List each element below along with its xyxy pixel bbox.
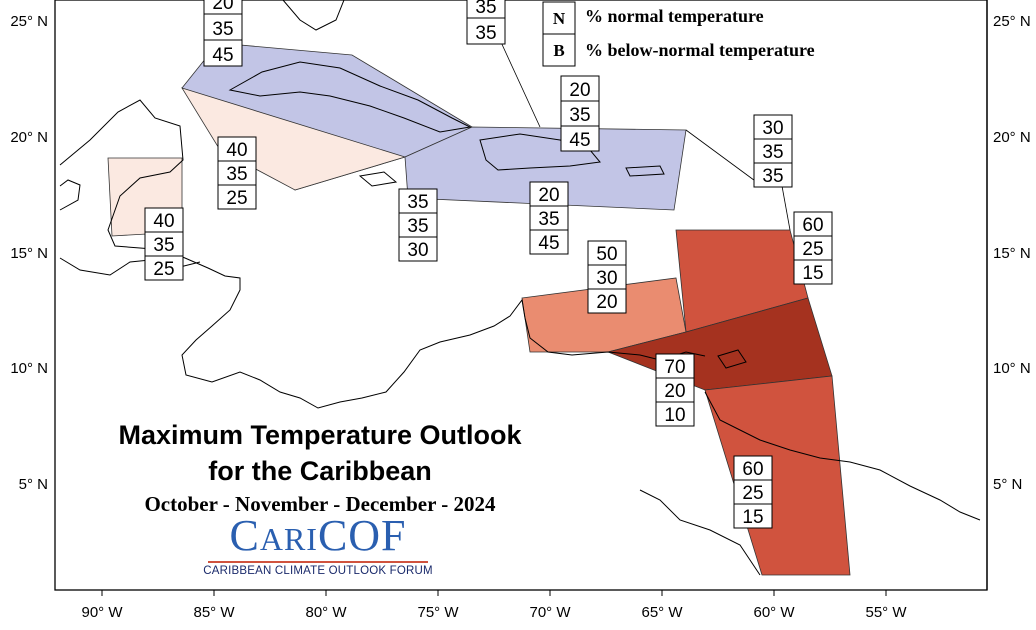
y-axis-ticks-left: 25° N 20° N 15° N 10° N 5° N xyxy=(10,13,48,493)
callout-lines xyxy=(499,39,791,231)
prob-value: 20 xyxy=(538,185,559,206)
probability-boxes: 20 35 45 35 35 20 35 45 30 35 35 xyxy=(144,0,833,529)
prob-box-abc-islands: 50 30 20 xyxy=(587,240,627,314)
y-tick-label-right: 20° N xyxy=(993,129,1031,146)
yucatan-coast xyxy=(59,179,81,211)
x-tick-label: 80° W xyxy=(305,604,347,621)
y-tick-label-left: 15° N xyxy=(10,245,48,262)
x-tick-label: 60° W xyxy=(753,604,795,621)
x-tick-label: 65° W xyxy=(641,604,683,621)
map-subtitle: October - November - December - 2024 xyxy=(144,492,496,516)
prob-value: 25 xyxy=(153,259,174,280)
hispaniola-coast xyxy=(479,133,601,171)
prob-value: 25 xyxy=(742,483,763,504)
prob-value: 30 xyxy=(596,268,617,289)
prob-value: 45 xyxy=(538,233,559,254)
legend-b-letter: B xyxy=(553,41,564,60)
legend-b-label: % below-normal temperature xyxy=(585,40,815,60)
y-tick-label-left: 5° N xyxy=(19,476,48,493)
prob-value: 20 xyxy=(596,292,617,313)
x-tick-label: 70° W xyxy=(529,604,571,621)
jamaica-coast xyxy=(358,171,398,187)
prob-box-jamaica: 35 35 30 xyxy=(398,188,438,262)
prob-value: 50 xyxy=(596,244,617,265)
y-tick-label-left: 20° N xyxy=(10,129,48,146)
logo-wordmark: CARICOF xyxy=(229,511,407,560)
prob-value: 35 xyxy=(407,216,428,237)
prob-box-guianas: 60 25 15 xyxy=(733,455,773,529)
prob-value: 30 xyxy=(762,118,783,139)
prob-value: 20 xyxy=(212,0,233,14)
prob-value: 35 xyxy=(407,192,428,213)
prob-value: 35 xyxy=(475,0,496,18)
prob-value: 60 xyxy=(802,215,823,236)
y-axis-ticks-right: 25° N 20° N 15° N 10° N 5° N xyxy=(993,13,1031,493)
prob-value: 20 xyxy=(569,80,590,101)
x-tick-label: 90° W xyxy=(81,604,123,621)
legend-n-label: % normal temperature xyxy=(585,6,764,26)
central-america-coast xyxy=(59,99,706,409)
prob-value: 60 xyxy=(742,459,763,480)
legend-b-box xyxy=(542,33,576,67)
logo-tagline: CARIBBEAN CLIMATE OUTLOOK FORUM xyxy=(203,565,433,577)
legend-n-letter: N xyxy=(553,9,566,28)
prob-value: 10 xyxy=(664,405,685,426)
prob-box-lesser-antilles: 60 25 15 xyxy=(793,211,833,285)
prob-value: 30 xyxy=(407,240,428,261)
prob-value: 25 xyxy=(226,188,247,209)
prob-value: 45 xyxy=(212,45,233,66)
cuba-coast xyxy=(228,61,472,133)
region-cuba-south-above xyxy=(181,87,407,191)
prob-value: 40 xyxy=(153,211,174,232)
prob-box-puerto-rico-south: 20 35 45 xyxy=(529,181,569,255)
y-tick-label-left: 25° N xyxy=(10,13,48,30)
florida-coast xyxy=(282,0,345,31)
prob-value: 35 xyxy=(153,235,174,256)
coastlines xyxy=(59,0,981,576)
x-tick-label: 55° W xyxy=(865,604,907,621)
prob-box-bahamas-east: 30 35 35 xyxy=(753,114,793,188)
x-tick-label: 85° W xyxy=(193,604,235,621)
prob-value: 35 xyxy=(226,164,247,185)
y-tick-label-left: 10° N xyxy=(10,360,48,377)
caricof-logo: CARICOF CARIBBEAN CLIMATE OUTLOOK FORUM xyxy=(200,511,436,578)
map-title-line1: Maximum Temperature Outlook xyxy=(118,420,522,450)
prob-value: 40 xyxy=(226,140,247,161)
prob-value: 20 xyxy=(664,381,685,402)
prob-value: 35 xyxy=(569,105,590,126)
prob-value: 25 xyxy=(802,239,823,260)
y-tick-label-right: 5° N xyxy=(993,476,1022,493)
prob-value: 45 xyxy=(569,130,590,151)
prob-value: 35 xyxy=(762,166,783,187)
south-america-coast xyxy=(639,391,981,576)
legend-n-box xyxy=(542,1,576,35)
prob-box-top-left: 20 35 45 xyxy=(203,0,243,67)
prob-box-hispaniola: 20 35 45 xyxy=(560,75,600,152)
trinidad-coast xyxy=(717,349,747,369)
prob-value: 35 xyxy=(212,19,233,40)
puerto-rico-coast xyxy=(625,165,665,177)
prob-value: 15 xyxy=(802,263,823,284)
prob-value: 35 xyxy=(538,209,559,230)
x-axis-ticks: 90° W 85° W 80° W 75° W 70° W 65° W 60° … xyxy=(81,590,907,621)
y-tick-label-right: 25° N xyxy=(993,13,1031,30)
map-title-line2: for the Caribbean xyxy=(208,456,432,486)
prob-value: 35 xyxy=(475,23,496,44)
prob-box-cuba-south: 40 35 25 xyxy=(217,136,257,210)
prob-box-top-mid: 35 35 xyxy=(466,0,506,45)
x-tick-label: 75° W xyxy=(417,604,459,621)
y-tick-label-right: 15° N xyxy=(993,245,1031,262)
prob-box-trinidad: 70 20 10 xyxy=(655,353,695,427)
prob-value: 35 xyxy=(762,142,783,163)
prob-value: 70 xyxy=(664,357,685,378)
legend: N % normal temperature B % below-normal … xyxy=(542,1,815,67)
y-tick-label-right: 10° N xyxy=(993,360,1031,377)
prob-value: 15 xyxy=(742,507,763,528)
prob-box-belize: 40 35 25 xyxy=(144,207,184,281)
